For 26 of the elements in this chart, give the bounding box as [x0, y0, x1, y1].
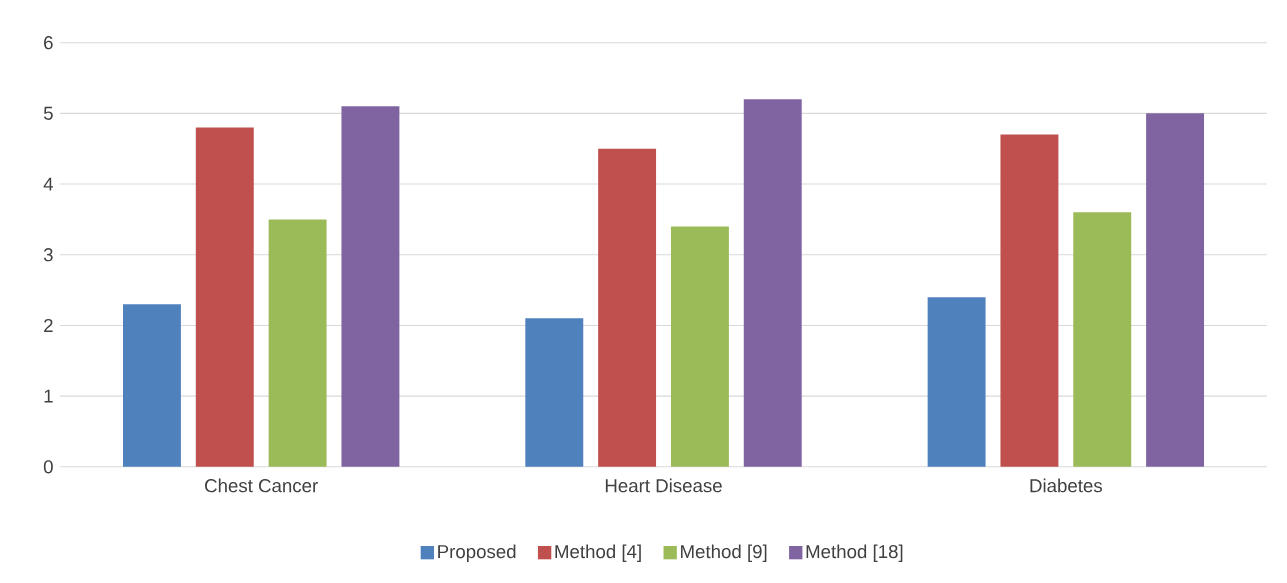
x-tick-label: Diabetes — [1030, 478, 1102, 493]
bar — [268, 219, 327, 467]
bar — [670, 226, 729, 467]
bar — [1000, 134, 1059, 467]
legend-label: Method [9] — [681, 544, 767, 562]
bar — [525, 318, 584, 467]
bar — [743, 99, 802, 467]
y-tick-label: 3 — [43, 248, 53, 262]
x-tick-label: Chest Cancer — [205, 478, 318, 493]
x-tick-label: Heart Disease — [605, 478, 722, 493]
y-tick-label: 6 — [44, 36, 53, 50]
y-tick-label: 5 — [43, 106, 53, 120]
bar — [1146, 113, 1205, 467]
bar — [122, 304, 181, 467]
y-tick-label: 2 — [44, 318, 53, 333]
y-tick-label: 4 — [43, 177, 53, 191]
bar — [195, 127, 254, 467]
bar — [341, 106, 400, 467]
bar — [1073, 212, 1132, 467]
y-tick-label: 1 — [44, 389, 53, 403]
bar — [927, 297, 986, 467]
bar — [598, 148, 657, 467]
legend-label: Method [18] — [806, 544, 903, 562]
legend-label: Method [4] — [555, 544, 641, 562]
legend-label: Proposed — [438, 544, 516, 562]
y-tick-label: 0 — [43, 460, 53, 474]
